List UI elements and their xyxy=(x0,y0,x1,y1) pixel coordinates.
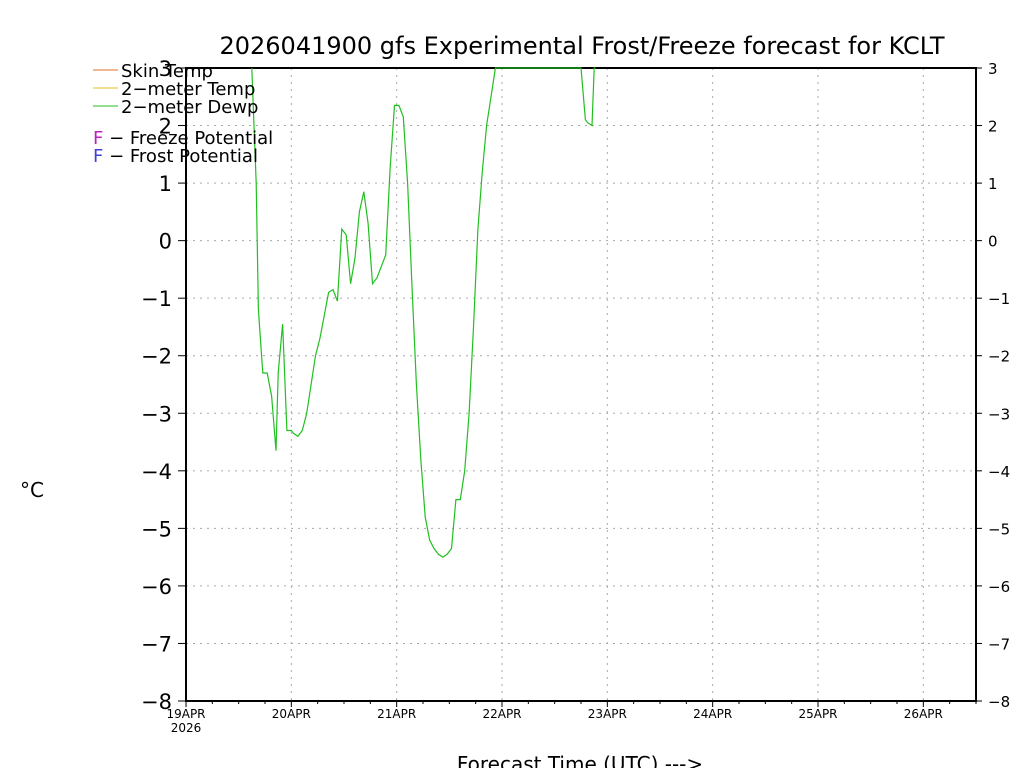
y-tick-label-left: 0 xyxy=(159,230,172,254)
x-tick-label: 22APR xyxy=(482,707,521,721)
potential-legend-entry: F − Frost Potential xyxy=(93,146,258,167)
y-tick-label-right: 0 xyxy=(988,233,998,251)
potential-letter: F xyxy=(93,128,103,149)
y-tick-label-right: −1 xyxy=(988,290,1010,308)
x-tick-label: 20APR xyxy=(272,707,311,721)
y-tick-label-left: 1 xyxy=(159,172,172,196)
x-tick-label: 25APR xyxy=(798,707,837,721)
y-tick-label-left: −8 xyxy=(141,690,172,714)
x-tick-label: 21APR xyxy=(377,707,416,721)
x-tick-label: 26APR xyxy=(904,707,943,721)
potential-text: − Frost Potential xyxy=(103,146,258,167)
y-tick-label-right: −5 xyxy=(988,520,1010,538)
legend-label: 2−meter Dewp xyxy=(121,97,258,118)
legend-label: Skin Temp xyxy=(121,61,213,82)
y-tick-label-right: 2 xyxy=(988,118,998,136)
y-tick-label-right: −7 xyxy=(988,635,1010,653)
x-tick-label: 23APR xyxy=(588,707,627,721)
potential-text: − Freeze Potential xyxy=(103,128,273,149)
x-tick-sublabel: 2026 xyxy=(171,721,202,735)
x-tick-label: 19APR xyxy=(166,707,205,721)
potential-letter: F xyxy=(93,146,103,167)
legend-label: 2−meter Temp xyxy=(121,79,255,100)
y-tick-label-right: −2 xyxy=(988,348,1010,366)
y-tick-label-left: −4 xyxy=(141,460,172,484)
grid xyxy=(186,68,976,701)
potential-legend-entry: F − Freeze Potential xyxy=(93,128,273,149)
y-tick-label-left: −6 xyxy=(141,575,172,599)
ticks: −8 −8 −7 −7 −6 −6 −5 −5 −4 −4 −3 −3 −2 −2 −1 −1 0 0 1 1 2 2 3 3… xyxy=(141,57,1010,735)
y-tick-label-left: −2 xyxy=(141,345,172,369)
y-tick-label-right: −6 xyxy=(988,578,1010,596)
y-tick-label-right: −4 xyxy=(988,463,1010,481)
y-tick-label-right: −8 xyxy=(988,693,1010,711)
y-tick-label-left: −7 xyxy=(141,632,172,656)
plot-frame xyxy=(185,67,977,702)
y-tick-label-right: 3 xyxy=(988,60,998,78)
y-tick-label-left: 2 xyxy=(159,115,172,139)
chart-title: 2026041900 gfs Experimental Frost/Freeze… xyxy=(219,32,944,60)
y-tick-label-left: −3 xyxy=(141,402,172,426)
series-line-dewpoint xyxy=(251,67,596,558)
series xyxy=(251,67,596,558)
y-axis-label: °C xyxy=(20,478,44,502)
y-tick-label-left: −1 xyxy=(141,287,172,311)
y-tick-label-right: −3 xyxy=(988,405,1010,423)
y-tick-label-left: −5 xyxy=(141,517,172,541)
x-axis-label: Forecast Time (UTC) ---> xyxy=(457,752,703,768)
x-tick-label: 24APR xyxy=(693,707,732,721)
y-tick-label-left: 3 xyxy=(159,57,172,81)
y-tick-label-right: 1 xyxy=(988,175,998,193)
